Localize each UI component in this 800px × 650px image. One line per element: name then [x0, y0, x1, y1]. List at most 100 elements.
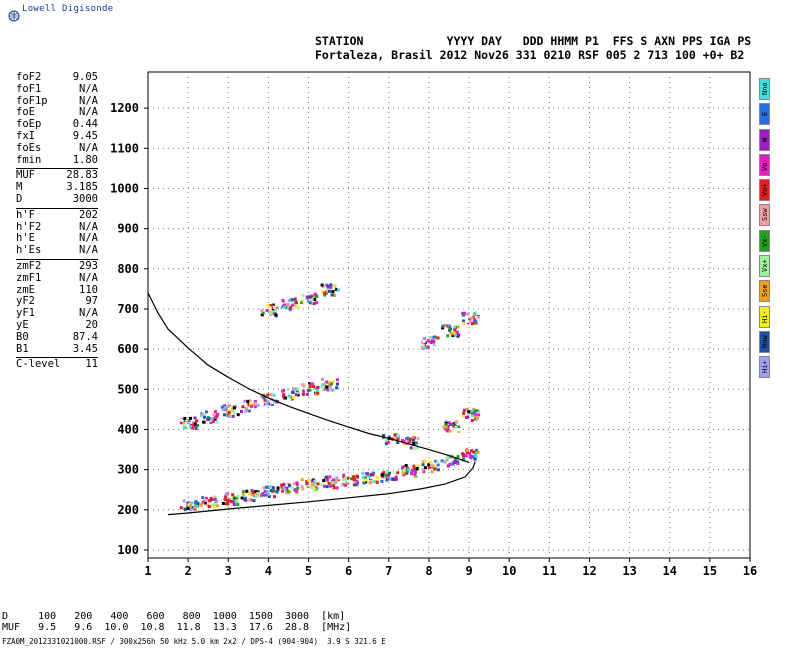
- echo-point: [286, 302, 290, 306]
- echo-point: [301, 293, 305, 297]
- param-row: MUF 28.83: [16, 170, 98, 182]
- echo-point: [432, 340, 436, 344]
- param-value: 20: [85, 318, 98, 331]
- polarization-legend: Nno E W Vo- Vo+ Ssw Vx- Vx+ Sse Hi- Nnw Hi+: [759, 78, 771, 382]
- echo-point: [433, 467, 437, 471]
- echo-point: [476, 450, 480, 454]
- echo-point: [408, 439, 412, 443]
- param-row: zmE 110: [16, 284, 98, 297]
- echo-point: [391, 477, 395, 481]
- echo-point: [282, 303, 286, 307]
- echo-point: [260, 313, 264, 317]
- echo-point: [234, 500, 238, 504]
- echo-point: [314, 386, 318, 390]
- echo-point: [260, 493, 264, 497]
- echo-point: [207, 417, 211, 421]
- echo-point: [206, 503, 210, 507]
- echo-point: [271, 487, 275, 491]
- param-key: zmF1: [16, 271, 42, 284]
- echo-point: [301, 487, 305, 491]
- echo-point: [267, 494, 271, 498]
- echo-point: [462, 411, 466, 415]
- echo-point: [466, 415, 470, 419]
- echo-point: [472, 407, 476, 411]
- echo-point: [296, 391, 300, 395]
- echo-point: [281, 307, 285, 311]
- echo-point: [328, 384, 332, 388]
- param-row: C-level 11: [16, 359, 98, 371]
- echo-point: [448, 327, 452, 331]
- echo-point: [313, 483, 317, 487]
- echo-point: [433, 343, 437, 347]
- echo-point: [235, 496, 239, 500]
- echo-point: [189, 416, 193, 420]
- echo-point: [468, 454, 472, 458]
- echo-point: [183, 416, 187, 420]
- x-tick-label: 4: [265, 564, 272, 578]
- param-row: foEp 0.44: [16, 118, 98, 131]
- y-tick-label: 1000: [110, 181, 139, 195]
- echo-point: [306, 388, 310, 392]
- echo-point: [256, 403, 260, 407]
- echo-point: [448, 462, 452, 466]
- echo-point: [375, 480, 379, 484]
- echo-point: [413, 470, 417, 474]
- echo-point: [295, 389, 299, 393]
- echo-point: [236, 503, 240, 507]
- echo-point: [186, 504, 190, 508]
- echo-point: [267, 402, 271, 406]
- file-footer: FZA0M_2012331021000.RSF / 300x256h 50 kH…: [2, 637, 386, 646]
- echo-point: [305, 382, 309, 386]
- echo-point: [305, 479, 309, 483]
- echo-point: [324, 291, 328, 295]
- echo-point: [274, 304, 278, 308]
- param-row: foE N/A: [16, 107, 98, 119]
- echo-point: [327, 481, 331, 485]
- logo-text: Lowell Digisonde: [22, 4, 114, 14]
- legend-swatch-w: W: [759, 128, 770, 151]
- echo-point: [388, 438, 392, 442]
- echo-point: [289, 306, 293, 310]
- echo-point: [203, 498, 207, 502]
- echo-point: [282, 394, 286, 398]
- x-tick-label: 8: [425, 564, 432, 578]
- param-value: 9.45: [72, 129, 98, 142]
- echo-point: [456, 325, 460, 329]
- echo-point: [335, 382, 339, 386]
- echo-point: [396, 440, 400, 444]
- echo-point: [209, 496, 213, 500]
- echo-point: [221, 501, 225, 505]
- echo-point: [312, 302, 316, 306]
- echo-point: [394, 477, 398, 481]
- echo-point: [325, 478, 329, 482]
- echo-point: [275, 490, 279, 494]
- echo-point: [201, 496, 205, 500]
- echo-point: [410, 472, 414, 476]
- param-separator: [16, 207, 98, 209]
- param-separator: [16, 357, 98, 359]
- echo-point: [477, 413, 481, 417]
- echo-point: [413, 474, 417, 478]
- echo-point: [322, 382, 326, 386]
- echo-point: [405, 471, 409, 475]
- param-value: 3.185: [66, 181, 98, 194]
- echo-point: [385, 439, 389, 443]
- echo-point: [316, 482, 320, 486]
- echo-point: [332, 388, 336, 392]
- echo-point: [265, 308, 269, 312]
- echo-point: [368, 475, 372, 479]
- echo-point: [473, 457, 477, 461]
- echo-point: [187, 426, 191, 430]
- echo-point: [393, 433, 397, 437]
- param-value: 1.80: [72, 153, 98, 166]
- echo-point: [429, 461, 433, 465]
- echo-point: [245, 489, 249, 493]
- echo-point: [253, 405, 257, 409]
- legend-swatch-hi: Hi-: [759, 305, 770, 328]
- echo-point: [212, 413, 216, 417]
- param-value: N/A: [79, 106, 98, 119]
- echo-point: [229, 499, 233, 503]
- plot-frame: [147, 71, 751, 559]
- x-tick-label: 1: [144, 564, 151, 578]
- echo-point: [470, 322, 474, 326]
